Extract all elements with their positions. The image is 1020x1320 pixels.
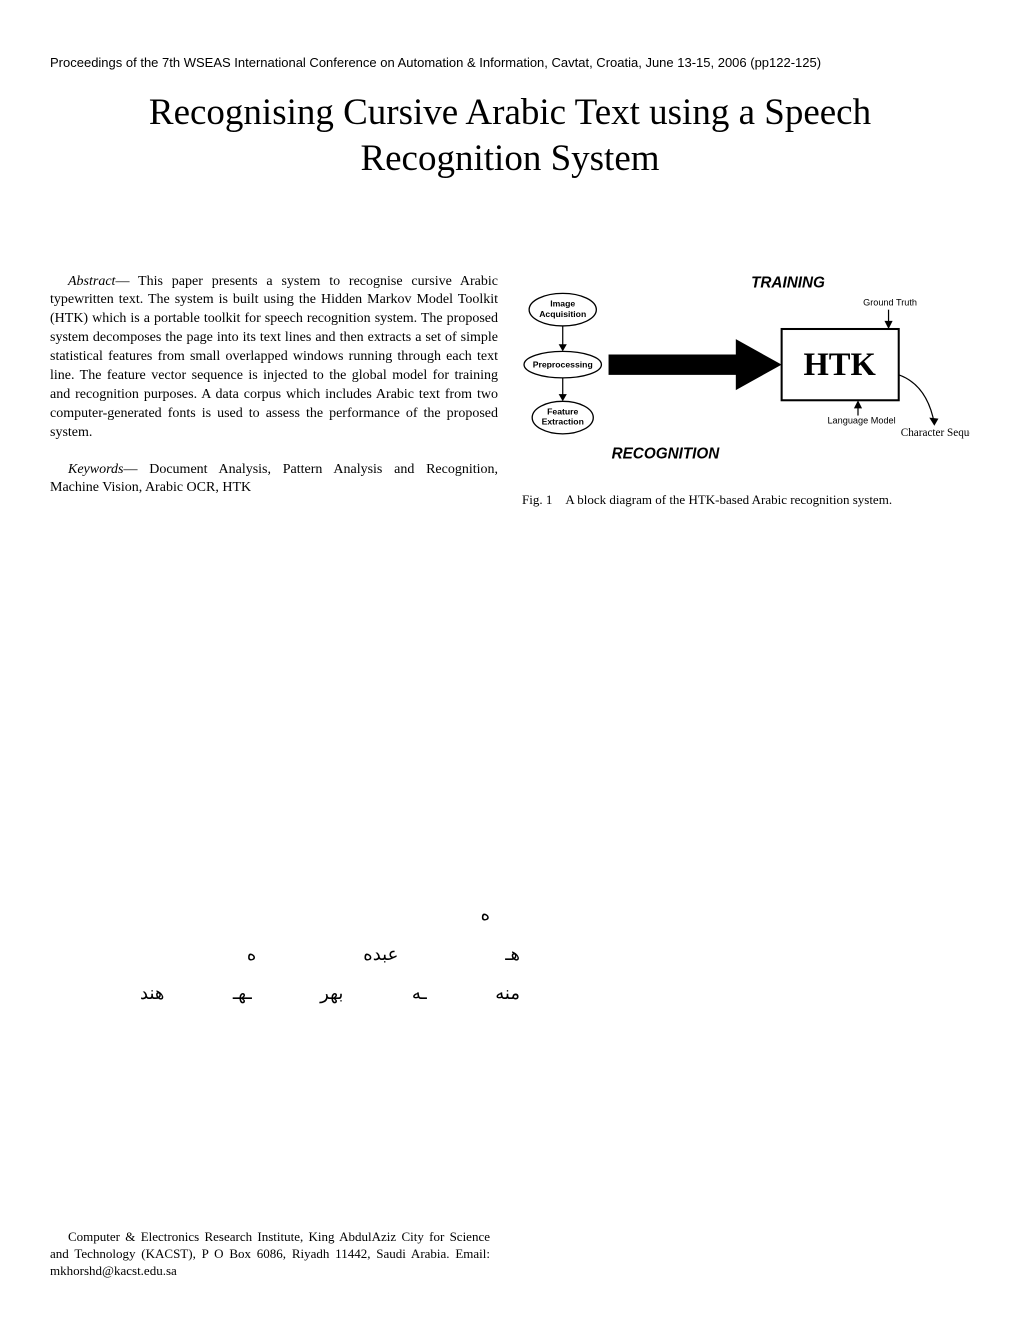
feat-l1: Feature <box>547 406 578 416</box>
abstract-label: Abstract <box>68 274 115 289</box>
recognition-label: RECOGNITION <box>612 445 721 462</box>
char-seq-label: Character Sequence <box>901 426 970 438</box>
figure-1-caption: Fig. 1 A block diagram of the HTK-based … <box>522 491 970 509</box>
figure-caption-label: Fig. 1 <box>522 492 552 507</box>
arabic-sample: بهر <box>320 974 343 1014</box>
abstract-block: Abstract— This paper presents a system t… <box>50 273 498 443</box>
footer-text: Computer & Electronics Research Institut… <box>50 1229 490 1278</box>
title-line-2: Recognition System <box>360 138 659 179</box>
footer-affiliation: Computer & Electronics Research Institut… <box>50 1229 490 1280</box>
abstract-text: — This paper presents a system to recogn… <box>50 274 498 440</box>
arabic-sample: عبده <box>363 935 398 975</box>
training-label: TRAINING <box>751 274 825 291</box>
htk-label: HTK <box>803 346 876 382</box>
arabic-sample: هـ <box>505 935 520 975</box>
arabic-sample: منه <box>495 974 520 1014</box>
thick-arrow-icon <box>609 339 782 390</box>
preprocessing-label: Preprocessing <box>533 359 593 369</box>
figure-caption-text: A block diagram of the HTK-based Arabic … <box>565 492 892 507</box>
arabic-sample: ـه <box>412 974 427 1014</box>
feat-l2: Extraction <box>542 416 584 426</box>
keywords-block: Keywords— Document Analysis, Pattern Ana… <box>50 461 498 499</box>
language-model-label: Language Model <box>827 415 895 425</box>
arabic-sample: ه <box>247 935 256 975</box>
arabic-sample: ه <box>481 895 490 935</box>
figure-1-diagram: TRAINING Ground Truth HTK Language Model… <box>522 273 970 482</box>
image-acq-l2: Acquisition <box>539 308 586 318</box>
arabic-sample: هند <box>140 974 164 1014</box>
paper-title: Recognising Cursive Arabic Text using a … <box>80 90 940 183</box>
image-acq-l1: Image <box>550 298 575 308</box>
arabic-samples-block: ه ه هـ عبده ه منه ـه بهر ـهـ هند <box>140 895 520 1014</box>
title-line-1: Recognising Cursive Arabic Text using a … <box>149 92 871 133</box>
proceedings-header: Proceedings of the 7th WSEAS Internation… <box>50 55 970 70</box>
keywords-label: Keywords <box>68 462 123 477</box>
ground-truth-label: Ground Truth <box>863 297 917 307</box>
arabic-sample: ـهـ <box>233 974 252 1014</box>
